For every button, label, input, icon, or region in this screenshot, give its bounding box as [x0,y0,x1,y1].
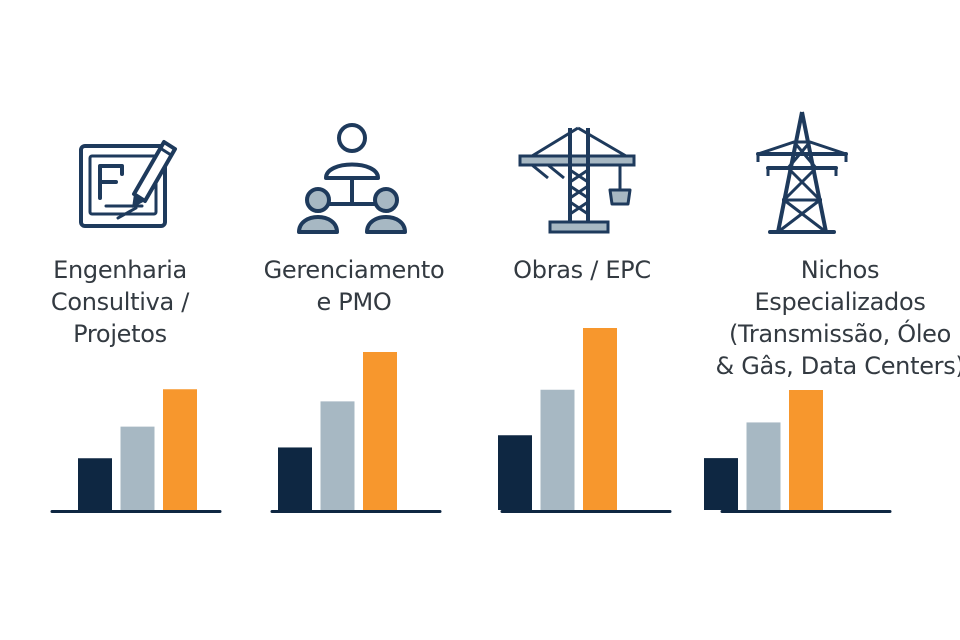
bar-2 [746,422,781,510]
segment-label: Nichos Especializados (Transmissão, Óleo… [678,254,960,382]
segment-label-line: (Transmissão, Óleo [728,320,952,348]
construction-crane-icon [518,126,636,234]
segment-label-line: Projetos [73,320,167,348]
bar-2 [540,389,575,510]
bar-3 [583,328,617,510]
bar-3 [363,352,397,510]
bar-chart-obras [498,328,672,513]
segment-label-line: e PMO [316,288,392,316]
transmission-tower-icon [756,111,848,234]
bar-chart-engenharia [50,389,222,513]
segment-label-line: Consultiva / [50,288,190,316]
team-hierarchy-icon [297,123,407,234]
bar-1 [498,435,532,510]
segment-label-line: Engenharia [53,256,187,284]
segment-label: Obras / EPC [462,254,702,286]
bar-1 [704,458,738,510]
bar-chart-gerenciamento [270,352,442,513]
bar-chart-nichos [704,390,892,513]
segment-label-line: & Gâs, Data Centers) [715,352,960,380]
drafting-pencil-icon [79,140,177,228]
bar-3 [789,390,823,510]
segment-gerenciamento: Gerenciamento e PMO [240,0,480,640]
segment-label-line: Nichos [800,256,880,284]
segment-label-line: Obras / EPC [513,256,651,284]
segment-engenharia: Engenharia Consultiva / Projetos [0,0,240,640]
segment-nichos: Nichos Especializados (Transmissão, Óleo… [704,0,960,640]
bar-2 [120,426,155,510]
segment-label: Engenharia Consultiva / Projetos [0,254,240,350]
bar-3 [163,389,197,510]
segment-obras: Obras / EPC [480,0,720,640]
bar-2 [320,401,355,510]
segment-label: Gerenciamento e PMO [234,254,474,318]
bar-1 [78,458,112,510]
bar-1 [278,447,312,510]
segment-label-line: Gerenciamento [263,256,445,284]
segment-label-line: Especializados [754,288,926,316]
